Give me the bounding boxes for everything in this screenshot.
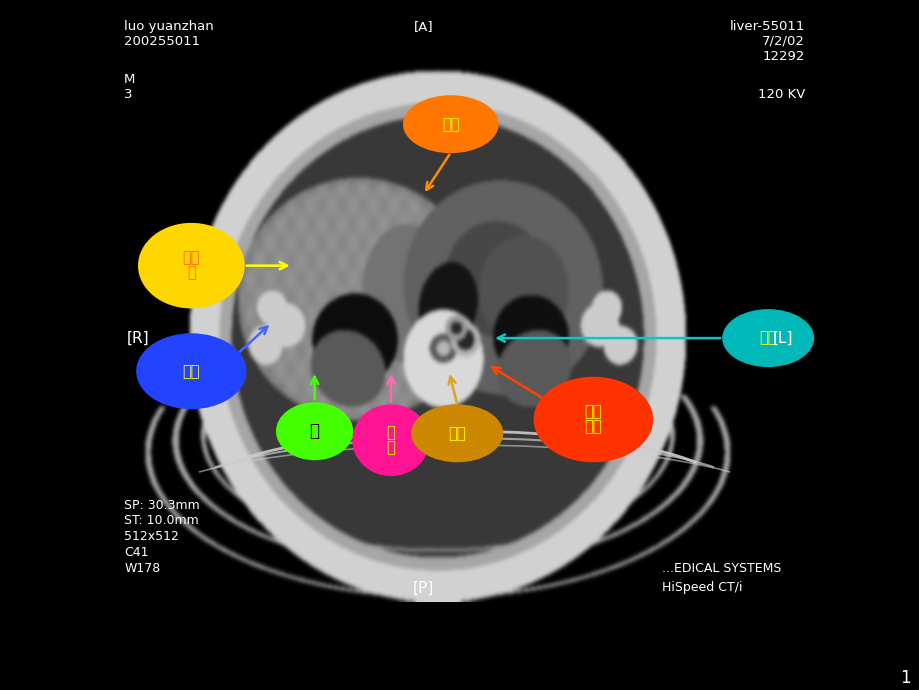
Ellipse shape — [403, 95, 498, 153]
Text: M: M — [124, 73, 135, 86]
Text: HiSpeed CT/i: HiSpeed CT/i — [662, 582, 743, 594]
Text: 1: 1 — [899, 669, 910, 687]
Text: ST: 10.0mm: ST: 10.0mm — [124, 515, 199, 527]
Text: 肺: 肺 — [310, 422, 319, 440]
Text: liver-55011: liver-55011 — [729, 20, 804, 32]
Text: ...EDICAL SYSTEMS: ...EDICAL SYSTEMS — [662, 562, 781, 575]
Text: [L]: [L] — [772, 331, 792, 346]
Text: W178: W178 — [124, 562, 160, 575]
Text: [P]: [P] — [412, 580, 434, 595]
Text: 胸椎: 胸椎 — [448, 426, 466, 441]
Text: [A]: [A] — [413, 20, 433, 32]
Text: 200255011: 200255011 — [124, 35, 200, 48]
Text: 肝右
叶: 肝右 叶 — [182, 250, 200, 281]
Text: 脊
髓: 脊 髓 — [386, 425, 395, 455]
Text: 肋骨: 肋骨 — [182, 364, 200, 379]
Text: 512x512: 512x512 — [124, 531, 179, 543]
Text: 120 KV: 120 KV — [757, 88, 804, 101]
Ellipse shape — [136, 333, 246, 409]
Ellipse shape — [721, 309, 813, 367]
Ellipse shape — [138, 223, 244, 308]
Text: 12292: 12292 — [762, 50, 804, 63]
Text: luo yuanzhan: luo yuanzhan — [124, 20, 214, 32]
Ellipse shape — [352, 404, 429, 476]
Ellipse shape — [533, 377, 652, 462]
Text: [R]: [R] — [127, 331, 150, 346]
Ellipse shape — [276, 402, 353, 460]
Text: 7/2/02: 7/2/02 — [761, 35, 804, 48]
Text: 腹主
动脉: 腹主 动脉 — [584, 404, 602, 435]
Text: 3: 3 — [124, 88, 132, 101]
Text: 食管: 食管 — [758, 331, 777, 346]
Text: 横膈: 横膈 — [441, 117, 460, 132]
Ellipse shape — [411, 404, 503, 462]
Text: C41: C41 — [124, 546, 149, 559]
Text: SP: 30.3mm: SP: 30.3mm — [124, 499, 199, 511]
